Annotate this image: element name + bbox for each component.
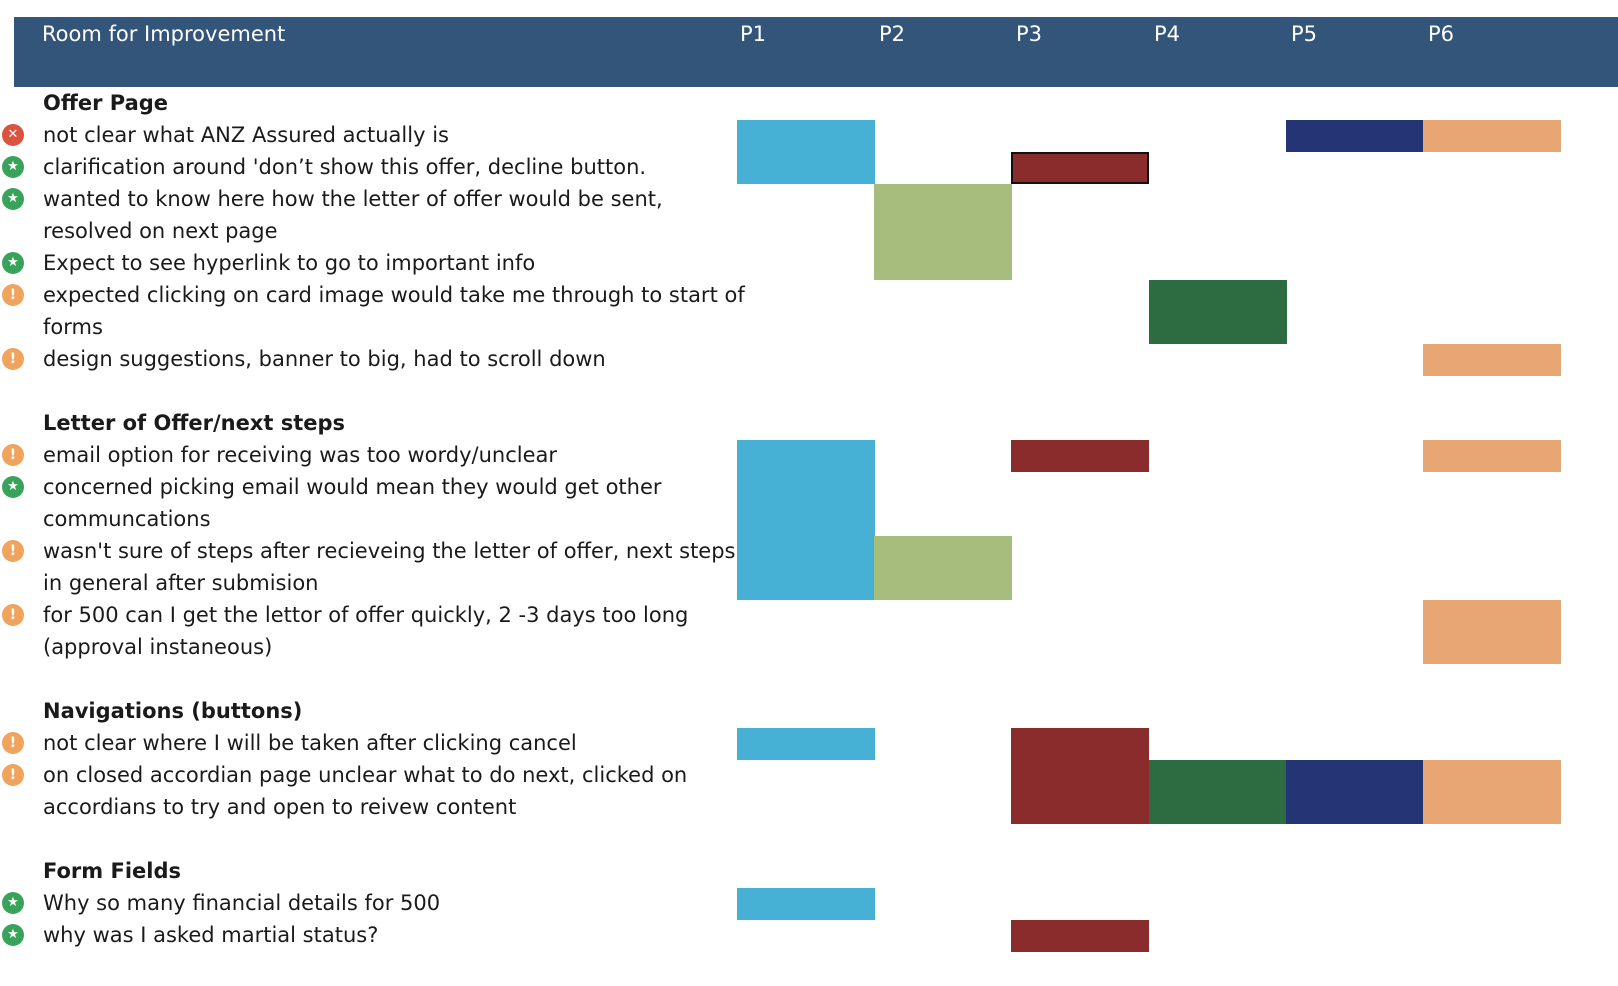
- warning-status-icon: !: [2, 604, 24, 626]
- finding-text: Why so many financial details for 500: [43, 891, 441, 915]
- finding-text: in general after submision: [43, 571, 319, 595]
- table-header: [14, 17, 1618, 87]
- cell-p4-row-5: [1149, 280, 1287, 344]
- participant-header-p2: P2: [879, 22, 906, 46]
- section-title: Offer Page: [43, 91, 169, 115]
- warning-status-icon: !: [2, 284, 24, 306]
- warning-status-icon: !: [2, 764, 24, 786]
- cell-p3-row-20: [1011, 920, 1149, 952]
- finding-text: Expect to see hyperlink to go to importa…: [43, 251, 536, 275]
- cell-p1-row-10: [737, 472, 875, 536]
- cell-p3-row-16: [1011, 760, 1149, 824]
- finding-text: clarification around 'don’t show this of…: [43, 155, 647, 179]
- finding-text: wanted to know here how the letter of of…: [43, 187, 663, 211]
- header-title: Room for Improvement: [42, 22, 286, 46]
- error-status-icon: ✕: [2, 124, 24, 146]
- finding-text: (approval instaneous): [43, 635, 273, 659]
- cell-p3-row-15: [1011, 728, 1149, 760]
- section-title: Form Fields: [43, 859, 181, 883]
- cell-p5-row-16: [1286, 760, 1424, 824]
- finding-text: why was I asked martial status?: [43, 923, 379, 947]
- warning-status-icon: !: [2, 732, 24, 754]
- cell-p1-row-1: [737, 120, 875, 152]
- cell-p2-row-11: [874, 536, 1012, 600]
- cell-p1-row-15: [737, 728, 875, 760]
- finding-text: forms: [43, 315, 103, 339]
- section-title: Letter of Offer/next steps: [43, 411, 346, 435]
- participant-header-p5: P5: [1291, 22, 1318, 46]
- finding-text: resolved on next page: [43, 219, 278, 243]
- section-title: Navigations (buttons): [43, 699, 303, 723]
- finding-text: communcations: [43, 507, 211, 531]
- positive-status-icon: ★: [2, 252, 24, 274]
- cell-p6-row-1: [1423, 120, 1561, 152]
- finding-text: not clear what ANZ Assured actually is: [43, 123, 449, 147]
- cell-p2-row-4: [874, 248, 1012, 280]
- cell-p6-row-16: [1423, 760, 1561, 824]
- cell-p6-row-6: [1423, 344, 1561, 376]
- cell-p6-row-12: [1423, 600, 1561, 664]
- warning-status-icon: !: [2, 444, 24, 466]
- participant-header-p6: P6: [1428, 22, 1455, 46]
- positive-status-icon: ★: [2, 892, 24, 914]
- positive-status-icon: ★: [2, 156, 24, 178]
- finding-text: on closed accordian page unclear what to…: [43, 763, 688, 787]
- cell-p3-row-2: [1011, 152, 1149, 184]
- finding-text: design suggestions, banner to big, had t…: [43, 347, 606, 371]
- cell-p1-row-19: [737, 888, 875, 920]
- warning-status-icon: !: [2, 348, 24, 370]
- cell-p3-row-9: [1011, 440, 1149, 472]
- finding-text: expected clicking on card image would ta…: [43, 283, 745, 307]
- positive-status-icon: ★: [2, 924, 24, 946]
- cell-p1-row-9: [737, 440, 875, 472]
- cell-p5-row-1: [1286, 120, 1424, 152]
- finding-text: for 500 can I get the lettor of offer qu…: [43, 603, 689, 627]
- finding-text: wasn't sure of steps after recieveing th…: [43, 539, 736, 563]
- finding-text: concerned picking email would mean they …: [43, 475, 662, 499]
- cell-p1-row-11: [737, 536, 875, 600]
- finding-text: email option for receiving was too wordy…: [43, 443, 557, 467]
- cell-p4-row-16: [1149, 760, 1287, 824]
- participant-header-p1: P1: [740, 22, 767, 46]
- warning-status-icon: !: [2, 540, 24, 562]
- cell-p6-row-9: [1423, 440, 1561, 472]
- cell-p1-row-2: [737, 152, 875, 184]
- participant-header-p4: P4: [1154, 22, 1181, 46]
- finding-text: not clear where I will be taken after cl…: [43, 731, 577, 755]
- finding-text: accordians to try and open to reivew con…: [43, 795, 517, 819]
- positive-status-icon: ★: [2, 188, 24, 210]
- cell-p2-row-3: [874, 184, 1012, 248]
- participant-header-p3: P3: [1016, 22, 1043, 46]
- positive-status-icon: ★: [2, 476, 24, 498]
